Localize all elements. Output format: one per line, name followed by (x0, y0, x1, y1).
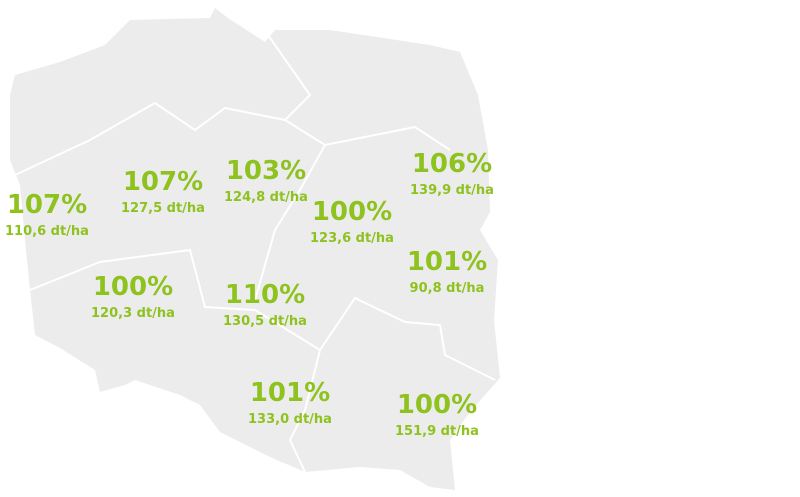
region-yield: 130,5 dt/ha (223, 314, 307, 329)
region-percent: 107% (7, 190, 87, 220)
country-shape (10, 8, 500, 490)
region-percent: 100% (93, 272, 173, 302)
region-yield: 90,8 dt/ha (410, 281, 485, 296)
region-percent: 100% (312, 197, 392, 227)
region-percent: 107% (123, 167, 203, 197)
region-percent: 106% (412, 149, 492, 179)
region-yield: 123,6 dt/ha (310, 231, 394, 246)
region-percent: 100% (397, 390, 477, 420)
region-yield: 127,5 dt/ha (121, 201, 205, 216)
region-borders (14, 34, 496, 473)
region-yield: 110,6 dt/ha (5, 224, 89, 239)
region-percent: 110% (225, 280, 305, 310)
region-percent: 101% (250, 378, 330, 408)
region-percent: 101% (407, 247, 487, 277)
region-yield: 139,9 dt/ha (410, 183, 494, 198)
region-yield: 124,8 dt/ha (224, 190, 308, 205)
region-yield: 120,3 dt/ha (91, 306, 175, 321)
region-yield: 133,0 dt/ha (248, 412, 332, 427)
region-yield: 151,9 dt/ha (395, 424, 479, 439)
region-percent: 103% (226, 156, 306, 186)
